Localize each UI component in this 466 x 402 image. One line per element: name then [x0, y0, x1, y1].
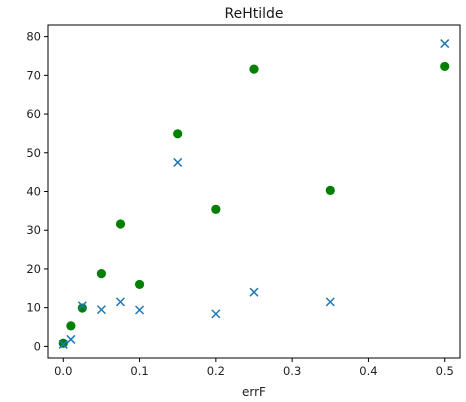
y-tick-label: 20: [26, 262, 41, 276]
y-tick-label: 70: [26, 68, 41, 82]
y-tick-label: 40: [26, 185, 41, 199]
x-tick-label: 0.1: [130, 364, 148, 378]
data-point-x: [325, 297, 335, 307]
chart-title: ReHtilde: [224, 6, 283, 22]
x-tick-label: 0.4: [359, 364, 377, 378]
y-tick-label: 60: [26, 107, 41, 121]
data-points: [58, 39, 450, 349]
data-point-x: [173, 157, 183, 167]
data-point-x: [66, 334, 76, 344]
data-point-x: [58, 339, 68, 349]
x-axis: 0.0 0.1 0.2 0.3 0.4 0.5: [54, 358, 454, 378]
data-point-circle: [134, 279, 145, 290]
x-tick-label: 0.0: [54, 364, 72, 378]
x-axis-label: errF: [242, 385, 266, 399]
data-point-x: [135, 305, 145, 315]
data-point-circle: [211, 204, 221, 214]
data-point-circle: [249, 64, 259, 74]
data-point-x: [440, 39, 450, 49]
data-point-circle: [58, 338, 68, 348]
series-1-x-markers: [58, 39, 450, 349]
x-tick-label: 0.3: [283, 364, 301, 378]
series-0-circle-markers: [58, 61, 450, 348]
data-point-x: [77, 301, 87, 311]
y-tick-label: 30: [26, 223, 41, 237]
data-point-circle: [325, 185, 335, 195]
data-point-x: [96, 305, 106, 315]
y-tick-label: 10: [26, 301, 41, 315]
x-tick-label: 0.2: [207, 364, 225, 378]
y-tick-label: 50: [26, 146, 41, 160]
x-tick-label: 0.5: [436, 364, 454, 378]
data-point-circle: [115, 219, 126, 229]
data-point-x: [211, 309, 221, 319]
data-point-circle: [173, 129, 183, 139]
data-point-x: [249, 287, 259, 297]
y-axis: 0 10 20 30 40 50 60 70 80: [26, 30, 48, 353]
data-point-circle: [96, 268, 107, 279]
plot-area-frame: [47, 24, 461, 359]
data-point-circle: [440, 61, 450, 72]
y-tick-label: 0: [34, 339, 41, 353]
y-tick-label: 80: [26, 30, 41, 44]
data-point-circle: [66, 321, 76, 331]
data-point-x: [115, 297, 126, 307]
data-point-circle: [77, 303, 87, 313]
